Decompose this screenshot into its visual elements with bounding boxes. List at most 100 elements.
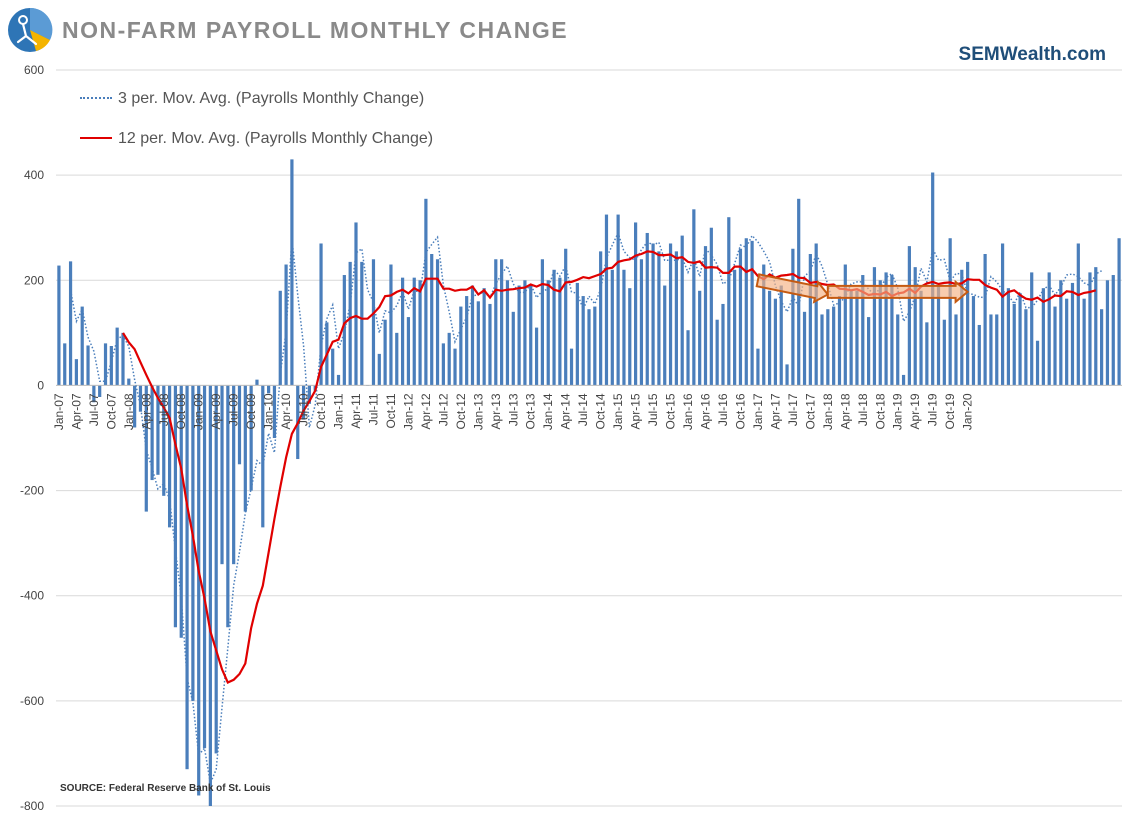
bar (633, 222, 638, 386)
x-tick-label: Jul-13 (506, 393, 520, 426)
bar (884, 272, 888, 386)
bar (657, 251, 661, 386)
bar (878, 280, 882, 386)
bar (558, 277, 562, 386)
bar (331, 348, 335, 386)
bars-monthly-change (57, 159, 1121, 806)
bar (983, 254, 987, 386)
bar (587, 309, 591, 386)
bar (1059, 280, 1063, 386)
bar (465, 296, 469, 386)
legend-item-ma12: 12 per. Mov. Avg. (Payrolls Monthly Chan… (80, 130, 433, 148)
x-tick-label: Apr-16 (699, 393, 713, 429)
bar (1012, 303, 1016, 386)
bar (1030, 272, 1034, 386)
bar (127, 378, 131, 386)
bar (534, 327, 539, 386)
legend-label-ma12: 12 per. Mov. Avg. (Payrolls Monthly Chan… (118, 130, 434, 147)
bar (383, 319, 387, 386)
bar (1000, 243, 1005, 386)
x-tick-label: Oct-18 (873, 393, 887, 429)
bar (523, 280, 527, 386)
source-note: SOURCE: Federal Reserve Bank of St. Loui… (60, 783, 271, 794)
bar (767, 290, 772, 386)
bar (843, 264, 847, 386)
bar (505, 280, 510, 386)
bar (837, 296, 842, 386)
x-tick-label: Jan-16 (681, 393, 695, 430)
x-tick-label: Oct-16 (733, 393, 747, 429)
bar (703, 246, 708, 386)
bar (1018, 293, 1022, 386)
bar (179, 385, 183, 638)
bar (220, 385, 224, 565)
bar (255, 379, 259, 386)
bar (861, 275, 865, 386)
legend-item-ma3: 3 per. Mov. Avg. (Payrolls Monthly Chang… (80, 90, 424, 108)
bar (389, 264, 393, 386)
bar (773, 298, 778, 386)
x-tick-label: Jul-07 (87, 393, 101, 426)
bar (1070, 282, 1075, 386)
bar (832, 306, 836, 386)
y-tick-label: 600 (24, 63, 44, 77)
bar (919, 290, 923, 386)
bar (173, 385, 178, 628)
bar (639, 259, 644, 386)
bar (610, 269, 614, 386)
bar (546, 280, 550, 386)
bar (307, 385, 311, 404)
bar (552, 269, 556, 386)
legend-swatch-solid (80, 136, 112, 139)
bar (826, 309, 830, 386)
x-tick-label: Apr-17 (768, 393, 782, 429)
bar (115, 327, 119, 386)
bar (156, 385, 160, 475)
bar (1024, 309, 1028, 386)
bar (430, 254, 434, 386)
x-tick-label: Oct-13 (524, 393, 538, 429)
bar (249, 385, 253, 491)
bar (872, 267, 877, 386)
x-tick-label: Apr-07 (69, 393, 83, 429)
x-tick-label: Jul-10 (297, 393, 311, 426)
x-tick-label: Jan-10 (262, 393, 276, 430)
bar (575, 282, 579, 386)
bar (267, 385, 271, 394)
x-tick-label: Jul-09 (227, 393, 241, 426)
bar (109, 346, 113, 386)
bar (226, 385, 230, 628)
bar (243, 385, 247, 512)
bar (1100, 309, 1104, 386)
bar (162, 385, 166, 496)
bar (808, 254, 812, 386)
x-tick-label: Oct-12 (454, 393, 468, 429)
bar (709, 227, 713, 386)
x-tick-label: Oct-15 (664, 393, 678, 429)
x-tick-label: Apr-19 (908, 393, 922, 429)
trend-arrow-1 (755, 273, 830, 304)
bar (855, 290, 859, 386)
bar (995, 314, 999, 386)
x-tick-label: Apr-10 (279, 393, 293, 429)
x-tick-label: Apr-08 (139, 393, 153, 429)
bar (290, 159, 294, 386)
x-tick-label: Jul-14 (576, 393, 590, 426)
bar (540, 259, 545, 386)
bar (261, 385, 265, 528)
x-tick-label: Oct-14 (594, 393, 608, 429)
bar (377, 353, 381, 386)
bar (237, 385, 242, 465)
x-tick-label: Jul-15 (646, 393, 660, 426)
bar (1035, 340, 1040, 386)
bar (936, 285, 941, 386)
x-tick-label: Jul-12 (436, 393, 450, 426)
bar (1041, 288, 1045, 386)
bar (74, 359, 78, 386)
bar (412, 277, 416, 386)
y-tick-label: -200 (20, 484, 44, 498)
x-tick-label: Apr-18 (838, 393, 852, 429)
bar (802, 311, 807, 386)
bar (966, 261, 970, 386)
x-tick-label: Oct-17 (803, 393, 817, 429)
